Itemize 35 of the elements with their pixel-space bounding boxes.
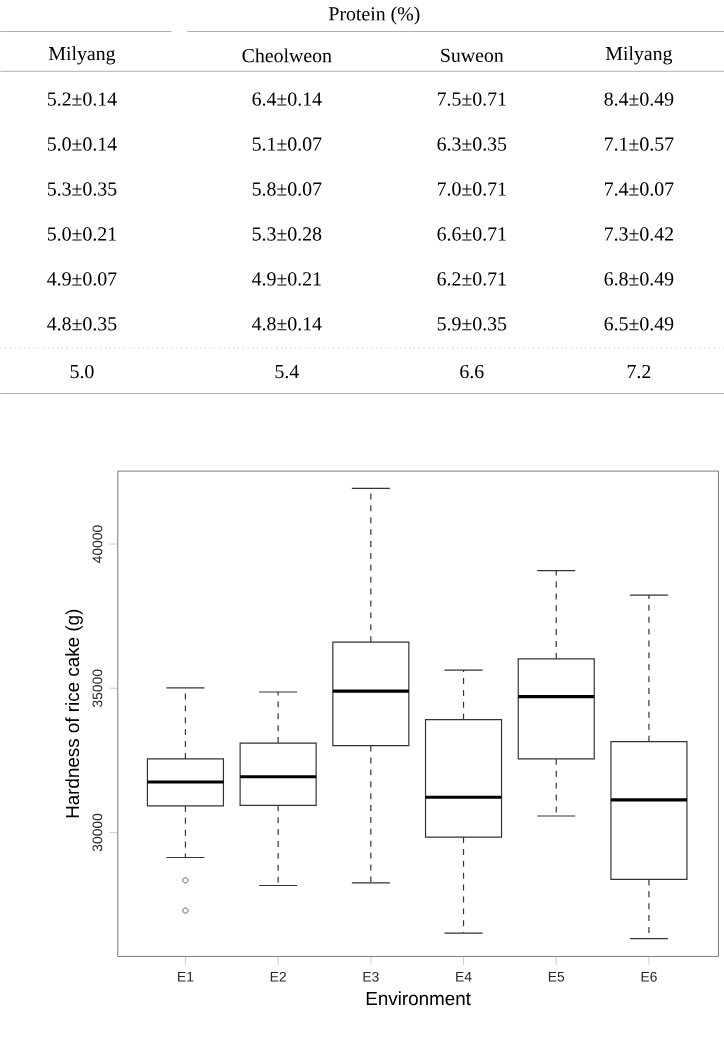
text: 4.8±0.14 — [251, 317, 322, 331]
text: 5.4 — [275, 364, 299, 379]
text: 6.8±0.49 — [604, 272, 673, 286]
text: 7.3±0.42 — [604, 227, 673, 241]
text: 4.8±0.35 — [46, 317, 116, 331]
text: 7.2 — [627, 364, 650, 379]
x-axis-title: Environment — [366, 991, 471, 1006]
text: 5.0±0.21 — [47, 227, 116, 241]
text: 6.3±0.35 — [437, 137, 506, 151]
text: 5.0 — [70, 364, 94, 379]
text: 6.4±0.14 — [252, 92, 322, 106]
text: 7.1±0.57 — [604, 137, 674, 151]
y-axis-title: Hardness of rice cake (g) — [64, 609, 83, 818]
text: 6.5±0.49 — [604, 317, 673, 331]
text: 6.6 — [459, 364, 484, 379]
category-label: Milyang — [605, 46, 672, 65]
text: 7.4±0.07 — [604, 182, 674, 196]
category-label: Milyang — [48, 46, 115, 65]
text: 5.9±0.35 — [437, 317, 506, 331]
category-label: Suweon — [440, 48, 504, 63]
text: 4.9±0.21 — [251, 272, 321, 286]
text: 5.1±0.07 — [252, 137, 322, 151]
text: 5.2±0.14 — [47, 92, 117, 106]
text: 6.6±0.71 — [437, 227, 506, 241]
text: 7.0±0.71 — [437, 182, 506, 196]
text: 8.4±0.49 — [604, 92, 673, 106]
text: 7.5±0.71 — [437, 92, 506, 106]
text: 5.3±0.35 — [47, 182, 116, 196]
text: 4.9±0.07 — [46, 272, 117, 286]
text: 5.3±0.28 — [252, 227, 321, 241]
text: 5.8±0.07 — [252, 182, 322, 196]
category-label: Cheolweon — [242, 48, 332, 63]
text: Protein (%) — [328, 6, 420, 25]
text: 5.0±0.14 — [47, 137, 117, 151]
text: 6.2±0.71 — [437, 272, 506, 286]
